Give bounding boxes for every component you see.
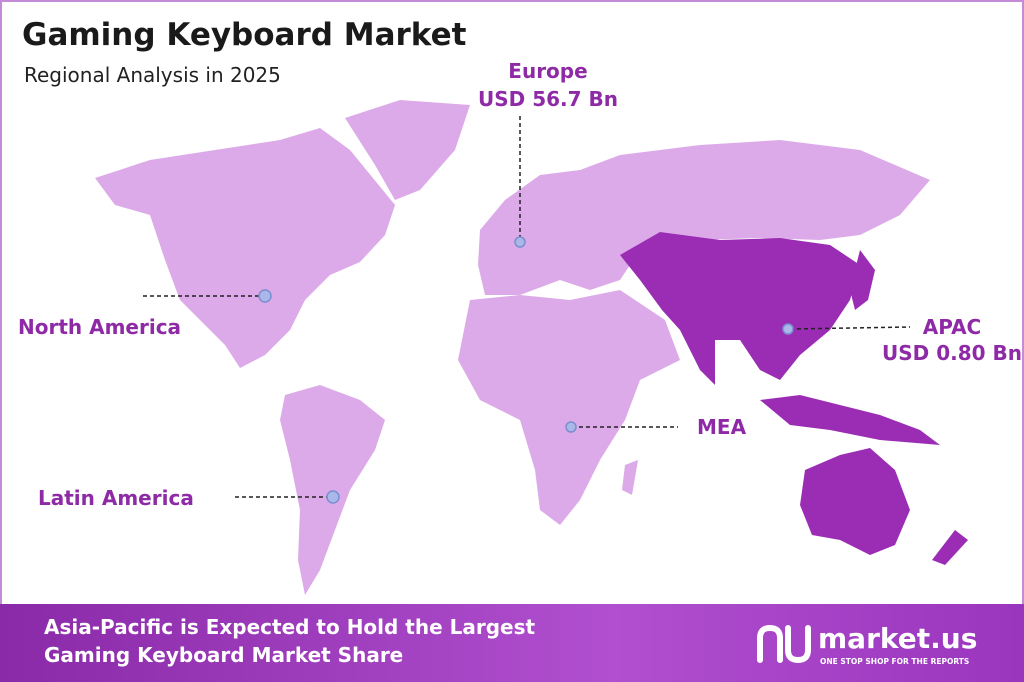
region-name: APAC xyxy=(923,315,981,339)
footer-headline: Asia-Pacific is Expected to Hold the Lar… xyxy=(44,615,536,639)
marker xyxy=(326,490,340,504)
marker xyxy=(782,323,794,335)
japan xyxy=(850,250,875,310)
region-name: Latin America xyxy=(38,486,194,510)
europe-north-asia xyxy=(478,140,930,295)
leader-line xyxy=(789,326,911,330)
marker xyxy=(258,289,272,303)
australia xyxy=(800,448,910,555)
africa xyxy=(458,290,680,525)
footer-bar xyxy=(0,604,1024,682)
subtitle: Regional Analysis in 2025 xyxy=(24,63,281,87)
region-name: MEA xyxy=(697,415,747,439)
marker xyxy=(514,236,526,248)
region-value: USD 56.7 Bn xyxy=(478,87,618,111)
region-value: USD 0.80 Bn xyxy=(882,341,1022,365)
brand-logo xyxy=(757,624,811,664)
south-america xyxy=(280,385,385,595)
apac-mainland xyxy=(620,232,860,385)
footer-headline: Gaming Keyboard Market Share xyxy=(44,643,403,667)
madagascar xyxy=(622,460,638,495)
brand-tagline: ONE STOP SHOP FOR THE REPORTS xyxy=(820,657,969,666)
brand-name: market.us xyxy=(818,622,977,655)
title: Gaming Keyboard Market xyxy=(22,17,467,53)
north-america xyxy=(95,128,395,368)
se-asia-islands xyxy=(760,395,940,445)
region-name: North America xyxy=(18,315,181,339)
new-zealand xyxy=(932,530,968,565)
greenland xyxy=(345,100,470,200)
region-name: Europe xyxy=(508,59,587,83)
marker xyxy=(565,421,577,433)
world-map xyxy=(95,100,968,595)
